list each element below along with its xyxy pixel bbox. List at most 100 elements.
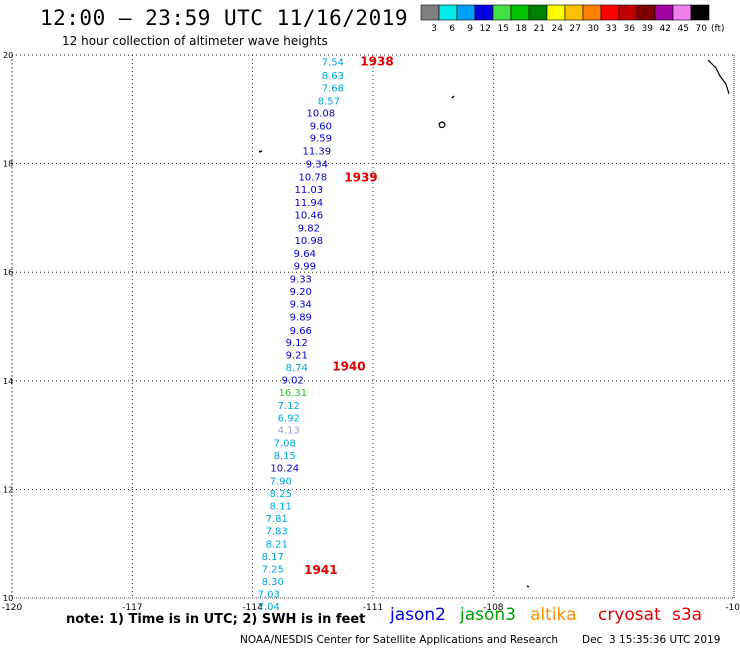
wave-height-label: 8.57 [318,97,340,108]
wave-height-label: 7.08 [274,439,296,450]
chart-title: 12:00 – 23:59 UTC 11/16/2019 [40,6,409,30]
colorbar-swatch [492,4,512,21]
wave-height-label: 6.92 [278,414,300,425]
wave-height-label: 9.82 [298,224,320,235]
wave-height-label: 9.66 [290,326,312,337]
wave-height-label: 8.11 [270,502,292,513]
colorbar-label: 9 [467,24,473,34]
time-label: 1938 [360,54,393,68]
colorbar-unit: (ft) [711,24,725,34]
wave-height-label: 9.02 [282,376,304,387]
legend-s3a: s3a [672,605,703,625]
wave-height-label: 9.21 [286,351,308,362]
wave-height-label: 8.74 [286,363,308,374]
island-shape [438,121,446,129]
wave-height-label: 7.68 [322,84,344,95]
x-tick-label: -114 [242,603,263,613]
wave-height-label: 7.54 [322,58,344,69]
colorbar-swatch [546,4,566,21]
y-tick-label: 10 [3,594,13,603]
colorbar-label: 24 [552,24,564,34]
colorbar-label: 45 [678,24,689,34]
wave-height-label: 16.31 [278,388,307,399]
wave-height-label: 7.12 [278,401,300,412]
wave-height-label: 9.60 [310,122,332,133]
colorbar-label: 30 [588,24,600,34]
wave-height-label: 7.04 [258,602,280,613]
colorbar-swatch [474,4,494,21]
colorbar-swatch [618,4,638,21]
wave-height-label: 8.17 [262,552,284,563]
wave-height-label: 7.90 [270,477,292,488]
wave-height-label: 10.46 [295,211,324,222]
x-tick-label: -117 [122,603,142,613]
colorbar-swatch [456,4,476,21]
wave-height-label: 9.34 [290,300,312,311]
wave-height-label: 4.13 [278,426,300,437]
wave-height-label: 7.83 [266,527,288,538]
y-tick-label: 12 [3,485,13,494]
colorbar-label: 6 [449,24,455,34]
colorbar-swatch [690,4,710,21]
colorbar-swatch [528,4,548,21]
legend-cryosat: cryosat [598,605,661,625]
wave-height-label: 10.24 [270,464,299,475]
x-tick-label: -108 [483,603,504,613]
wave-height-label: 8.63 [322,71,344,82]
time-label: 1940 [332,360,365,374]
colorbar-label: 70 [696,24,708,34]
legend-jason3: jason3 [460,605,516,625]
wave-height-label: 9.20 [290,287,312,298]
colorbar-swatch [582,4,602,21]
wave-height-label: 11.39 [303,147,332,158]
footer-note: note: 1) Time is in UTC; 2) SWH is in fe… [66,612,366,627]
colorbar-label: 3 [431,24,437,34]
x-tick-label: -120 [2,603,23,613]
colorbar-swatch [654,4,674,21]
x-tick-label: -111 [363,603,383,613]
chart-subtitle: 12 hour collection of altimeter wave hei… [62,34,328,48]
wave-height-label: 9.34 [306,160,328,171]
wave-height-label: 10.98 [295,236,324,247]
wave-height-label: 8.30 [262,577,284,588]
wave-height-label: 11.03 [295,185,324,196]
wave-height-label: 7.81 [266,514,288,525]
footer-timestamp: Dec 3 15:35:36 UTC 2019 [582,634,721,646]
wave-height-label: 9.59 [310,134,332,145]
colorbar-swatch [672,4,692,21]
colorbar-swatch [420,4,440,21]
time-label: 1941 [304,563,337,577]
wave-height-label: 8.21 [266,540,288,551]
island-shape [526,585,530,588]
wave-height-label: 7.25 [262,565,284,576]
wave-height-label: 9.12 [286,338,308,349]
colorbar-swatch [510,4,530,21]
wave-height-label: 9.99 [294,262,316,273]
wave-height-label: 9.33 [290,275,312,286]
wave-height-label: 7.03 [258,590,280,601]
footer-credit: NOAA/NESDIS Center for Satellite Applica… [240,634,558,646]
island-shape [258,150,263,153]
island-shape [451,95,455,99]
colorbar-swatch [438,4,458,21]
legend-altika: altika [530,605,577,625]
colorbar-label: 12 [480,24,491,34]
plot-frame [11,54,735,599]
wave-height-label: 8.15 [274,451,296,462]
colorbar-swatch [636,4,656,21]
colorbar-label: 42 [660,24,671,34]
y-tick-label: 18 [3,160,13,169]
y-tick-label: 14 [3,377,13,386]
wave-height-label: 11.94 [295,198,324,209]
colorbar-label: 36 [624,24,636,34]
y-tick-label: 16 [3,268,13,277]
time-label: 1939 [344,171,377,185]
wave-height-label: 9.64 [294,249,316,260]
colorbar-label: 15 [498,24,509,34]
colorbar-label: 33 [606,24,617,34]
colorbar-label: 27 [570,24,581,34]
wave-height-label: 10.78 [299,173,328,184]
wave-height-label: 9.89 [290,313,312,324]
